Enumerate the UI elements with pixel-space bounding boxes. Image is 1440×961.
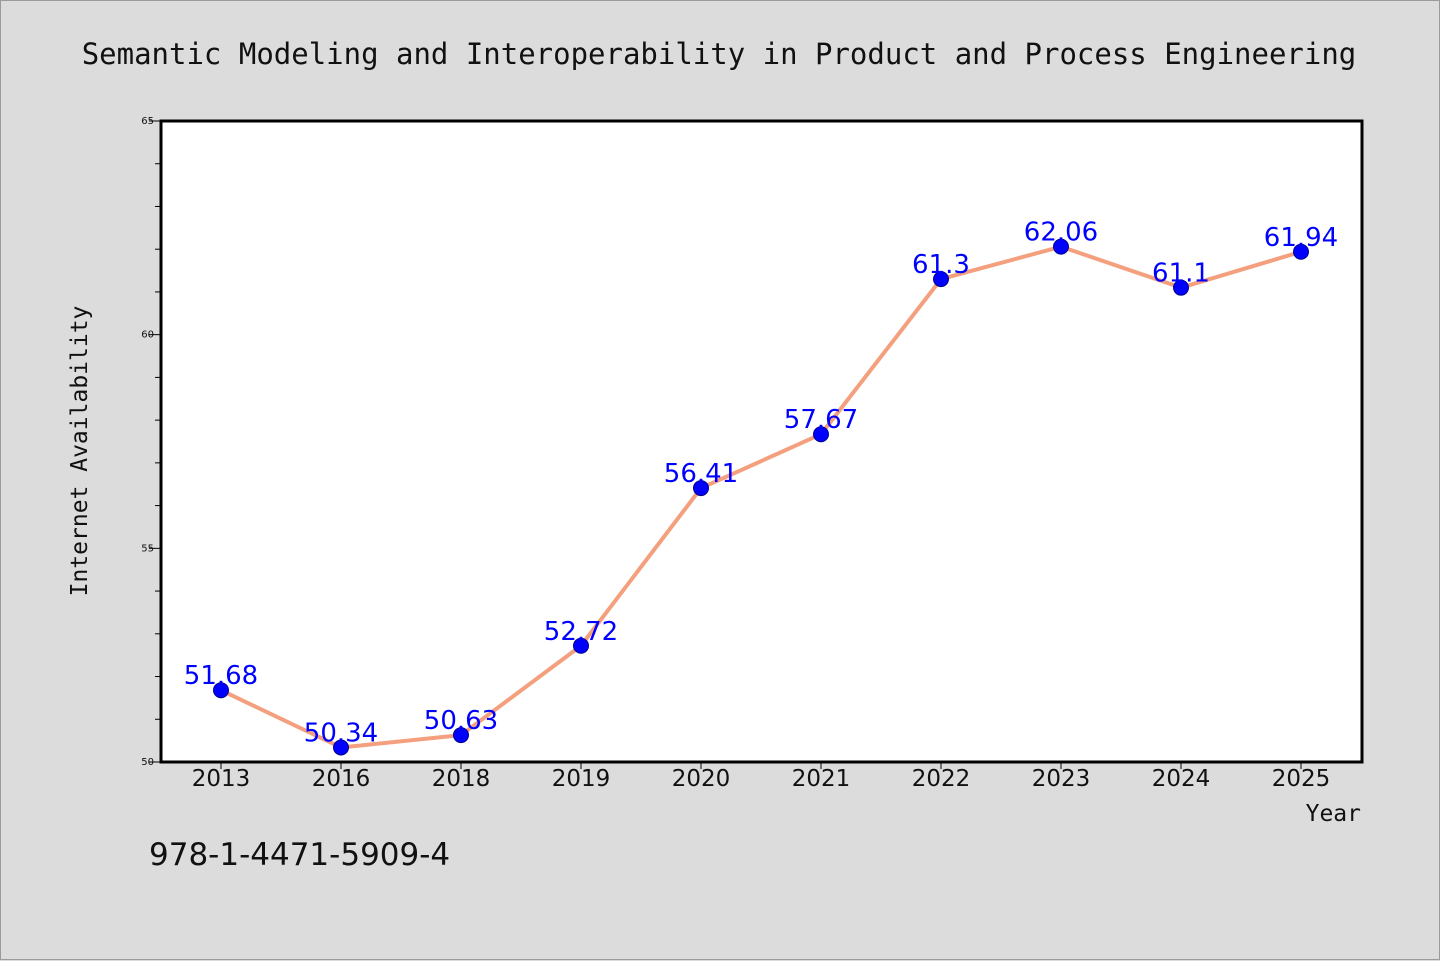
x-tick-label: 2023 <box>1032 766 1091 792</box>
data-point <box>693 480 709 497</box>
series-line <box>219 244 1303 750</box>
y-axis: 50 55 60 65 <box>141 116 161 768</box>
data-label: 50.63 <box>424 706 498 736</box>
y-tick-label: 65 <box>141 116 154 127</box>
data-markers <box>213 238 1309 756</box>
x-tick-label: 2025 <box>1272 766 1331 792</box>
data-label: 50.34 <box>304 718 378 748</box>
x-tick-label: 2016 <box>312 766 371 792</box>
data-label: 56.41 <box>664 459 738 489</box>
data-point <box>813 426 829 443</box>
x-tick-label: 2019 <box>552 766 611 792</box>
isbn-text: 978-1-4471-5909-4 <box>149 837 450 873</box>
data-point <box>933 271 949 288</box>
data-point <box>333 739 349 756</box>
plot-area <box>159 119 1364 764</box>
chart-title: Semantic Modeling and Interoperability i… <box>82 37 1357 71</box>
data-labels: 51.68 50.34 50.63 52.72 56.41 57.67 61.3 62.06 6… <box>184 218 1338 749</box>
data-label: 61.3 <box>912 250 970 280</box>
data-label: 61.94 <box>1264 223 1338 253</box>
x-tick-label: 2013 <box>192 766 251 792</box>
x-tick-label: 2022 <box>912 766 971 792</box>
data-point <box>453 727 469 744</box>
data-point <box>573 637 589 654</box>
data-point <box>1173 279 1189 296</box>
data-label: 52.72 <box>544 617 618 647</box>
data-label: 51.68 <box>184 661 258 691</box>
data-point <box>1293 243 1309 260</box>
y-tick-label: 60 <box>141 330 154 341</box>
x-tick-label: 2018 <box>432 766 491 792</box>
data-point <box>213 682 229 699</box>
data-point <box>1053 238 1069 255</box>
x-tick-label: 2021 <box>792 766 851 792</box>
data-label: 62.06 <box>1024 218 1098 248</box>
data-label: 61.1 <box>1152 259 1210 289</box>
x-axis: 2013 2016 2018 2019 2020 2021 2022 2023 2024 2025 <box>192 762 1331 792</box>
data-label: 57.67 <box>784 405 858 435</box>
y-tick-label: 50 <box>141 757 154 768</box>
y-axis-label: Internet Availability <box>67 306 93 597</box>
x-tick-label: 2020 <box>672 766 731 792</box>
y-tick-label: 55 <box>141 543 154 554</box>
x-tick-label: 2024 <box>1152 766 1211 792</box>
series-line-group <box>219 244 1303 750</box>
x-axis-label: Year <box>1306 801 1361 827</box>
